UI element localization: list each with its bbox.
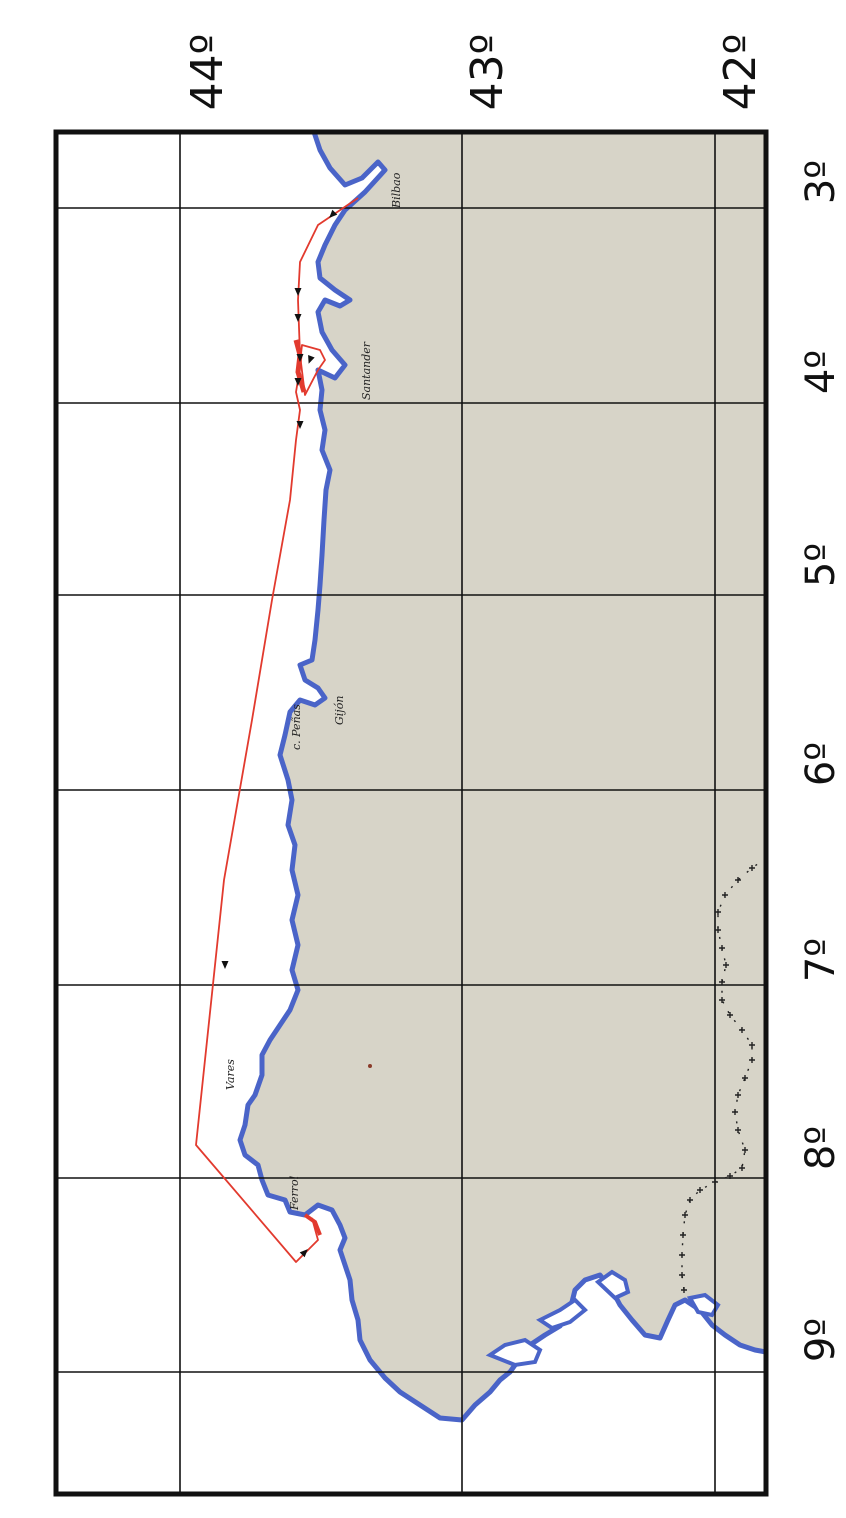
- lat-label-44: 44º: [182, 34, 233, 111]
- lat-label-42: 42º: [715, 34, 766, 111]
- route-line: [195, 197, 359, 1263]
- border-cross-icon: [749, 865, 755, 871]
- lat-label-43: 43º: [462, 34, 513, 111]
- route: [195, 197, 359, 1263]
- border-cross-icon: [679, 1272, 685, 1278]
- route-arrow-icon: [299, 1249, 308, 1258]
- border-cross-icon: [735, 877, 741, 883]
- lon-label-9: 9º: [798, 1318, 844, 1362]
- border-cross-icon: [727, 1173, 733, 1179]
- border-cross-icon: [742, 1147, 748, 1153]
- route-arrow-icon: [294, 378, 302, 386]
- border-cross-icon: [719, 945, 725, 951]
- route-santander-segment: [293, 339, 307, 393]
- border-cross-icon: [719, 979, 725, 985]
- route-arrow-icon: [296, 421, 304, 429]
- border-cross-icon: [687, 1197, 693, 1203]
- place-ferrol: Ferrol: [288, 1175, 301, 1211]
- place-c-penas: c. Peñas: [290, 704, 303, 750]
- lon-label-6: 6º: [798, 742, 844, 786]
- route-arrow-icon: [329, 209, 338, 218]
- border-cross-icon: [742, 1075, 748, 1081]
- place-bilbao: Bilbao: [390, 172, 403, 209]
- place-vares: Vares: [224, 1059, 237, 1090]
- place-santander: Santander: [360, 341, 373, 400]
- border-cross-icon: [682, 1212, 688, 1218]
- route-arrow-icon: [294, 314, 302, 322]
- lon-label-4: 4º: [798, 350, 844, 394]
- map-dot: [368, 1064, 372, 1068]
- route-arrow-icon: [221, 961, 229, 969]
- border-cross-icon: [679, 1252, 685, 1258]
- border-cross-icon: [735, 1092, 741, 1098]
- border-cross-icon: [749, 1042, 755, 1048]
- route-arrow-icon: [294, 288, 302, 296]
- lon-label-8: 8º: [798, 1126, 844, 1170]
- border-cross-icon: [712, 1179, 718, 1185]
- border-cross-icon: [739, 1165, 745, 1171]
- border-cross-icon: [727, 1012, 733, 1018]
- lon-label-7: 7º: [798, 938, 844, 982]
- route-arrow-icon: [296, 354, 304, 362]
- border-cross-icon: [722, 892, 728, 898]
- border-crosses: [679, 865, 755, 1293]
- border-cross-icon: [719, 997, 725, 1003]
- lon-label-3: 3º: [798, 160, 844, 204]
- lon-label-5: 5º: [798, 543, 844, 587]
- border-cross-icon: [739, 1027, 745, 1033]
- border-cross-icon: [715, 909, 721, 915]
- border-cross-icon: [723, 962, 729, 968]
- route-ferrol-segment: [303, 1213, 322, 1236]
- border-cross-icon: [732, 1109, 738, 1115]
- route-arrows: [221, 209, 338, 1258]
- border-cross-icon: [697, 1187, 703, 1193]
- border-cross-icon: [735, 1127, 741, 1133]
- border-cross-icon: [681, 1287, 687, 1293]
- border-cross-icon: [715, 927, 721, 933]
- map-frame: [53, 129, 769, 1497]
- grid: [56, 132, 766, 1494]
- border-cross-icon: [749, 1057, 755, 1063]
- border-cross-icon: [680, 1232, 686, 1238]
- rias: [485, 1269, 721, 1368]
- place-gijon: Gijón: [333, 696, 346, 725]
- route-arrow-icon: [308, 355, 315, 364]
